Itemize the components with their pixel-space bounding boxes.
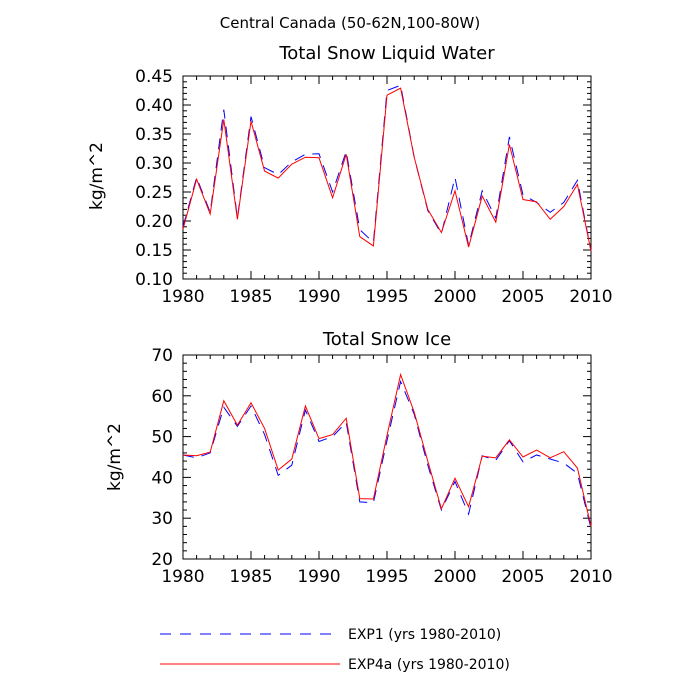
chart1-ylabel: kg/m^2 xyxy=(87,142,107,210)
y-tick-label: 0.25 xyxy=(135,183,173,203)
chart1-plot-area: 1980 1985 1990 1995 2000 2005 2010 0.10 0.15 0.20… xyxy=(135,67,612,307)
y-tick-label: 20 xyxy=(151,550,173,570)
x-tick-label: 2010 xyxy=(569,287,612,307)
y-tick-label: 70 xyxy=(151,346,173,366)
chart2-title: Total Snow Ice xyxy=(322,329,451,350)
x-tick-label: 1995 xyxy=(365,287,408,307)
x-tick-label: 1980 xyxy=(161,567,204,587)
y-tick-label: 0.40 xyxy=(135,96,173,116)
series-line-exp1 xyxy=(182,379,592,529)
x-tick-label: 2005 xyxy=(501,287,544,307)
x-tick-label: 2000 xyxy=(433,567,476,587)
x-tick-label: 1980 xyxy=(161,287,204,307)
x-tick-label: 1995 xyxy=(365,567,408,587)
chart2-plot-area: 1980 1985 1990 1995 2000 2005 2010 20 30 40 50 60 70 xyxy=(151,346,612,587)
y-tick-label: 40 xyxy=(151,468,173,488)
y-tick-label: 0.20 xyxy=(135,212,173,232)
series-line-exp4a xyxy=(182,87,592,252)
chart1-title: Total Snow Liquid Water xyxy=(278,43,495,64)
x-tick-label: 2005 xyxy=(501,567,544,587)
y-tick-label: 50 xyxy=(151,428,173,448)
x-tick-label: 1985 xyxy=(229,567,272,587)
y-tick-label: 0.30 xyxy=(135,154,173,174)
x-tick-label: 1990 xyxy=(297,287,340,307)
y-tick-label: 0.15 xyxy=(135,241,173,261)
super-title: Central Canada (50-62N,100-80W) xyxy=(220,14,480,32)
y-tick-label: 0.35 xyxy=(135,125,173,145)
legend-label-exp4a: EXP4a (yrs 1980-2010) xyxy=(348,657,510,673)
legend-label-exp1: EXP1 (yrs 1980-2010) xyxy=(348,627,501,643)
y-tick-label: 0.10 xyxy=(135,270,173,290)
x-tick-label: 2000 xyxy=(433,287,476,307)
chart2-ylabel: kg/m^2 xyxy=(105,423,125,491)
legend: EXP1 (yrs 1980-2010) EXP4a (yrs 1980-201… xyxy=(160,627,510,673)
y-tick-label: 60 xyxy=(151,387,173,407)
x-tick-label: 1990 xyxy=(297,567,340,587)
x-tick-label: 1985 xyxy=(229,287,272,307)
series-line-exp4a xyxy=(182,372,592,527)
x-tick-label: 2010 xyxy=(569,567,612,587)
y-tick-label: 30 xyxy=(151,509,173,529)
series-line-exp1 xyxy=(182,84,592,252)
plot-frame xyxy=(182,75,592,280)
y-tick-label: 0.45 xyxy=(135,67,173,87)
plot-frame xyxy=(182,354,592,560)
